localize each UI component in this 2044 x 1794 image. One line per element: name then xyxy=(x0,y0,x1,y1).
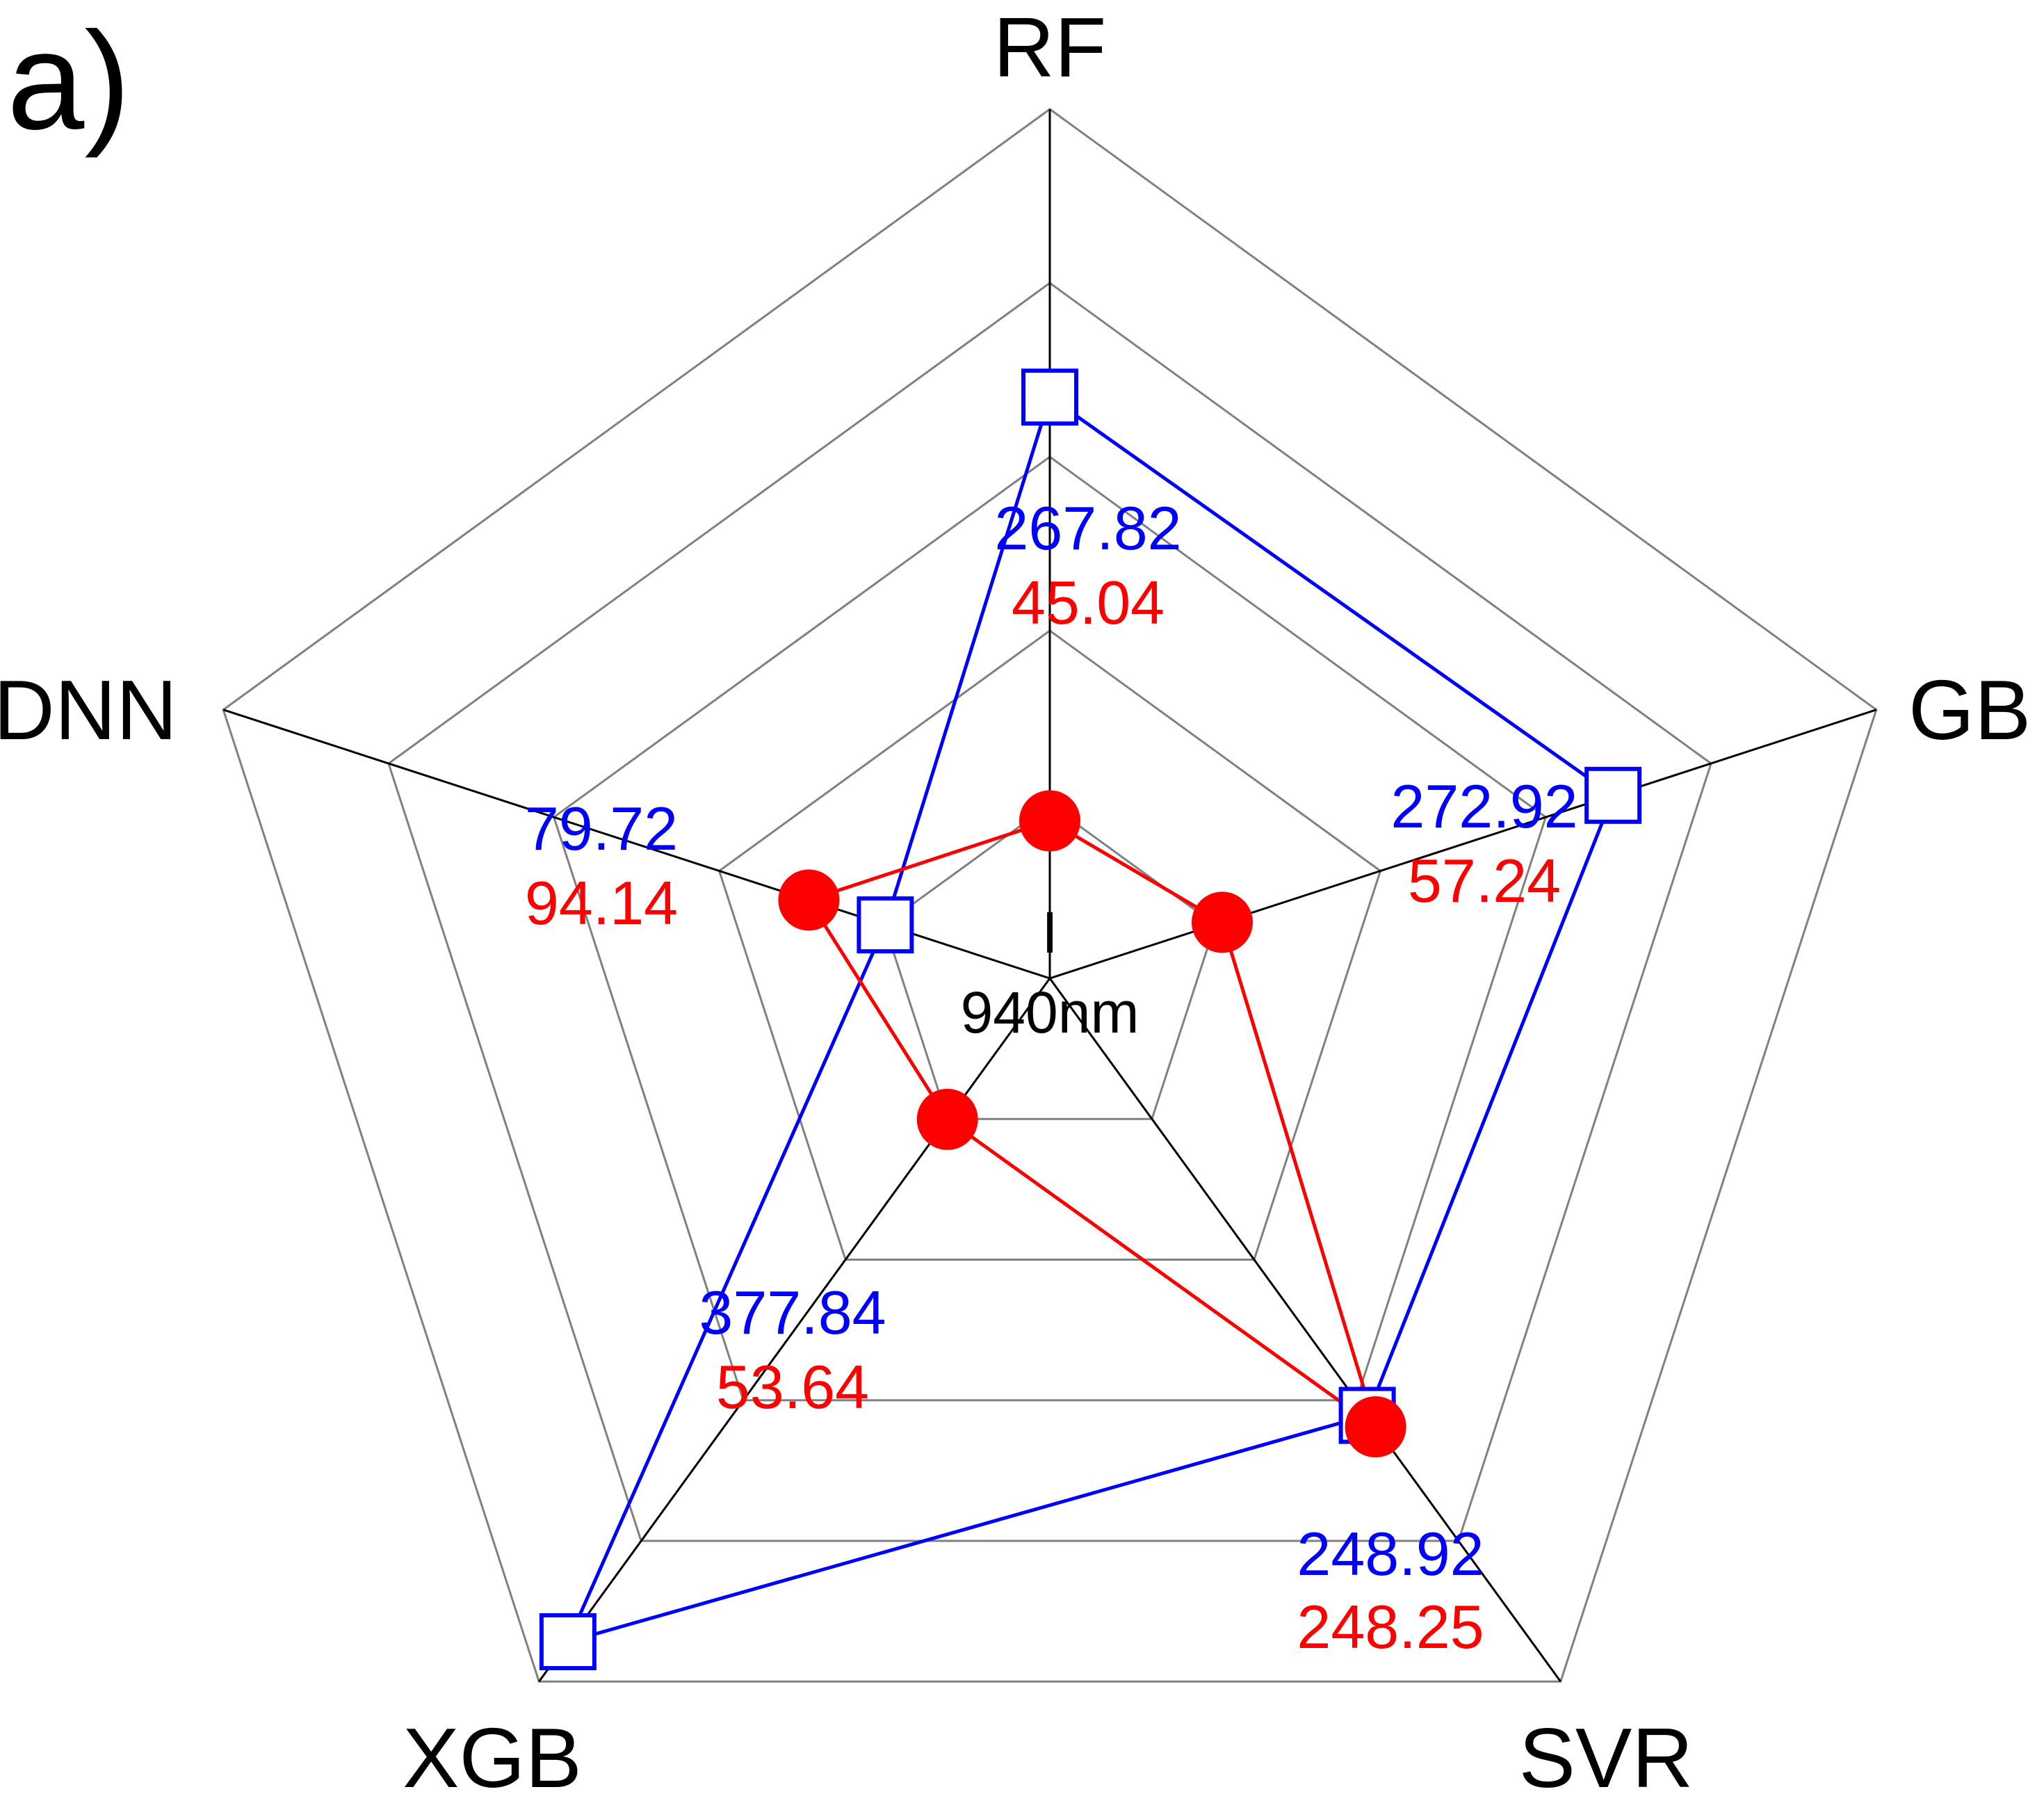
grid-ring-4 xyxy=(387,282,1712,1542)
value-label-rf-red: 45.04 xyxy=(1012,568,1165,637)
panel-label: a) xyxy=(7,3,131,159)
grid-ring-2 xyxy=(717,629,1382,1261)
series-2-point-gb xyxy=(1192,891,1253,953)
series-1-point-gb xyxy=(1584,766,1642,824)
series-1-point-dnn xyxy=(857,896,914,954)
grid-ring-5 xyxy=(222,108,1878,1683)
grid-ring-3 xyxy=(552,455,1548,1402)
series-2-point-xgb xyxy=(916,1088,978,1150)
series-1-point-rf xyxy=(1021,369,1078,426)
axis-label-gb: GB xyxy=(1908,663,2031,757)
series-lines xyxy=(565,394,1616,1644)
series-2-point-rf xyxy=(1019,790,1080,852)
series-markers xyxy=(539,369,1642,1670)
value-label-gb-red: 57.24 xyxy=(1408,846,1561,915)
grid-rings xyxy=(222,108,1878,1683)
series-2-point-dnn xyxy=(778,869,840,931)
axis-label-rf: RF xyxy=(993,0,1107,95)
axis-label-svr: SVR xyxy=(1519,1711,1694,1794)
value-label-gb-blue: 272.92 xyxy=(1390,772,1577,841)
axis-label-xgb: XGB xyxy=(403,1711,582,1794)
series-2-line xyxy=(806,818,1379,1432)
value-label-dnn-blue: 79.72 xyxy=(525,794,678,863)
value-label-xgb-blue: 377.84 xyxy=(699,1278,886,1347)
center-label-line1: I xyxy=(1041,900,1057,965)
axis-line-gb xyxy=(1049,709,1877,980)
value-label-svr-red: 248.25 xyxy=(1297,1592,1484,1661)
series-1-line xyxy=(565,394,1616,1644)
series-1-point-xgb xyxy=(539,1613,597,1670)
value-label-dnn-red: 94.14 xyxy=(525,868,678,937)
series-2-point-svr xyxy=(1345,1396,1406,1457)
axis-label-dnn: DNN xyxy=(0,663,177,757)
value-label-rf-blue: 267.82 xyxy=(994,494,1181,563)
axis-line-svr xyxy=(1048,978,1562,1683)
center-label-line2: 940nm xyxy=(961,980,1139,1045)
value-label-svr-blue: 248.92 xyxy=(1297,1519,1484,1588)
value-label-xgb-red: 53.64 xyxy=(716,1352,869,1421)
